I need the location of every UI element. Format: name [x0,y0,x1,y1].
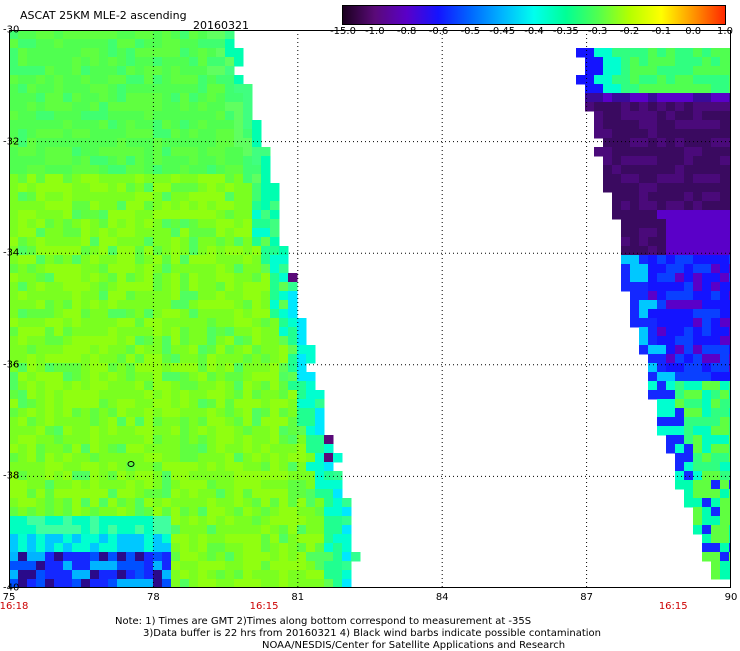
note-line-3: NOAA/NESDIS/Center for Satellite Applica… [262,640,566,651]
colorbar-tick-label: -0.45 [489,26,516,37]
lat-tick-label: -36 [3,359,20,371]
map-date: 20160321 [193,19,249,32]
colorbar-gradient [343,6,725,24]
map-frame [9,30,731,588]
colorbar-tick-label: 0.0 [685,26,702,37]
colorbar-tick-label: -15.0 [330,26,356,37]
lat-tick-label: -40 [3,582,20,594]
lat-tick-label: -32 [3,136,20,148]
colorbar-tick-label: -0.5 [460,26,481,37]
map-plot [9,30,731,588]
lat-tick-label: -34 [3,247,20,259]
lon-tick-label: 81 [291,592,305,603]
swath-cells [9,30,731,588]
graticule [9,30,731,588]
lat-tick-label: -38 [3,470,20,482]
lon-tick-label: 75 [2,592,16,603]
colorbar-tick-label: -0.35 [552,26,579,37]
colorbar-tick-label: -0.4 [524,26,544,37]
colorbar-tick-label: 1.0 [717,26,733,37]
colorbar-tick-label: -1.0 [365,26,385,37]
lon-tick-label: 87 [580,592,593,603]
time-label: 16:15 [249,601,279,612]
colorbar [342,5,726,25]
time-label: 16:15 [658,601,688,612]
lon-tick-label: 90 [724,592,738,603]
colorbar-tick-label: -0.3 [587,26,608,37]
colorbar-tick-label: -0.1 [651,26,672,37]
contamination-mark [127,461,135,467]
time-label: 16:18 [0,601,29,612]
lon-tick-label: 78 [147,592,160,603]
map-title: ASCAT 25KM MLE-2 ascending [20,9,187,22]
lon-tick-label: 84 [435,592,449,603]
note-line-1: Note: 1) Times are GMT 2)Times along bot… [115,616,532,627]
note-line-2: 3)Data buffer is 22 hrs from 20160321 4)… [143,628,601,639]
colorbar-tick-label: -0.2 [619,26,640,37]
colorbar-tick-label: -0.8 [396,26,417,37]
lat-tick-label: -30 [3,24,20,36]
colorbar-tick-label: -0.6 [428,26,449,37]
